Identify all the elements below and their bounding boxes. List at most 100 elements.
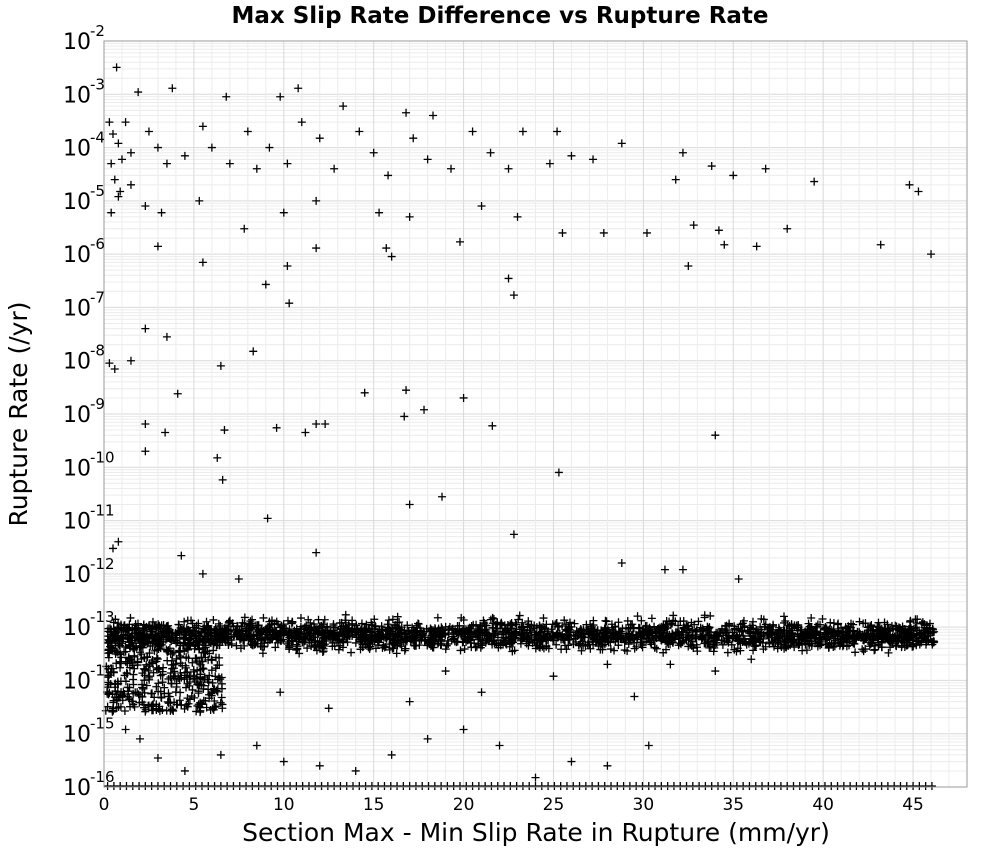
dense-point <box>163 656 172 665</box>
dense-point <box>208 704 217 713</box>
dense-data-bands <box>101 610 939 790</box>
dense-point <box>305 625 314 634</box>
dense-point <box>703 622 712 631</box>
dense-point <box>136 648 145 657</box>
data-point <box>711 667 720 676</box>
dense-point <box>319 620 328 629</box>
dense-point <box>161 628 170 637</box>
dense-point <box>186 634 195 643</box>
x-tick-label: 0 <box>99 795 110 815</box>
dense-point <box>288 618 297 627</box>
dense-point <box>131 688 140 697</box>
dense-point <box>614 618 623 627</box>
data-point <box>126 356 135 365</box>
dense-point <box>195 681 204 690</box>
dense-point <box>781 617 790 626</box>
dense-point <box>929 638 938 647</box>
data-point <box>495 741 504 750</box>
data-point <box>518 127 527 136</box>
dense-point <box>847 619 856 628</box>
dense-point <box>524 620 533 629</box>
dense-point <box>123 659 132 668</box>
data-point <box>405 212 414 221</box>
dense-point <box>165 644 174 653</box>
data-point <box>321 419 330 428</box>
data-point <box>162 332 171 341</box>
dense-point <box>779 637 788 646</box>
dense-point <box>826 618 835 627</box>
dense-point <box>272 633 281 642</box>
floor-point <box>927 782 936 790</box>
dense-point <box>516 639 525 648</box>
dense-point <box>700 639 709 648</box>
dense-point <box>692 627 701 636</box>
dense-point <box>375 634 384 643</box>
dense-point <box>682 636 691 645</box>
dense-point <box>167 661 176 670</box>
data-point <box>105 359 114 368</box>
dense-point <box>780 644 789 653</box>
dense-point <box>482 636 491 645</box>
x-axis-label: Section Max - Min Slip Rate in Rupture (… <box>242 818 830 847</box>
dense-point <box>891 631 900 640</box>
dense-point <box>231 628 240 637</box>
dense-point <box>386 635 395 644</box>
dense-point <box>135 635 144 644</box>
dense-point <box>456 646 465 655</box>
dense-point <box>738 627 747 636</box>
dense-point <box>137 655 146 664</box>
dense-point <box>392 632 401 641</box>
data-point <box>180 151 189 160</box>
dense-point <box>466 627 475 636</box>
dense-point <box>202 703 211 712</box>
dense-point <box>584 625 593 634</box>
data-point <box>126 180 135 189</box>
data-point <box>504 274 513 283</box>
dense-point <box>144 666 153 675</box>
data-point <box>216 361 225 370</box>
dense-point <box>920 623 929 632</box>
dense-point <box>928 624 937 633</box>
dense-point <box>320 615 329 624</box>
data-point <box>105 118 114 127</box>
dense-point <box>460 634 469 643</box>
dense-point <box>863 631 872 640</box>
dense-point <box>173 700 182 709</box>
dense-point <box>807 639 816 648</box>
dense-point <box>291 628 300 637</box>
data-point <box>135 734 144 743</box>
dense-point <box>123 683 132 692</box>
dense-point <box>535 623 544 632</box>
dense-point <box>820 625 829 634</box>
data-point <box>603 660 612 669</box>
data-point <box>324 704 333 713</box>
data-point <box>423 155 432 164</box>
dense-point <box>341 610 350 619</box>
dense-point <box>558 621 567 630</box>
dense-point <box>175 675 184 684</box>
dense-point <box>129 670 138 679</box>
dense-point <box>288 636 297 645</box>
dense-point <box>431 626 440 635</box>
data-point <box>642 228 651 237</box>
y-tick-base: 10 <box>63 616 91 641</box>
dense-point <box>661 636 670 645</box>
data-point <box>213 453 222 462</box>
dense-point <box>188 619 197 628</box>
dense-point <box>467 643 476 652</box>
dense-point <box>111 634 120 643</box>
dense-point <box>128 661 137 670</box>
dense-point <box>120 706 129 715</box>
dense-point <box>476 635 485 644</box>
dense-point <box>782 632 791 641</box>
dense-point <box>722 626 731 635</box>
dense-point <box>913 615 922 624</box>
dense-point <box>815 630 824 639</box>
dense-point <box>188 685 197 694</box>
dense-point <box>539 614 548 623</box>
dense-point <box>329 620 338 629</box>
y-tick-exponent: -6 <box>90 235 105 253</box>
data-point <box>400 412 409 421</box>
data-point <box>153 143 162 152</box>
dense-point <box>629 638 638 647</box>
